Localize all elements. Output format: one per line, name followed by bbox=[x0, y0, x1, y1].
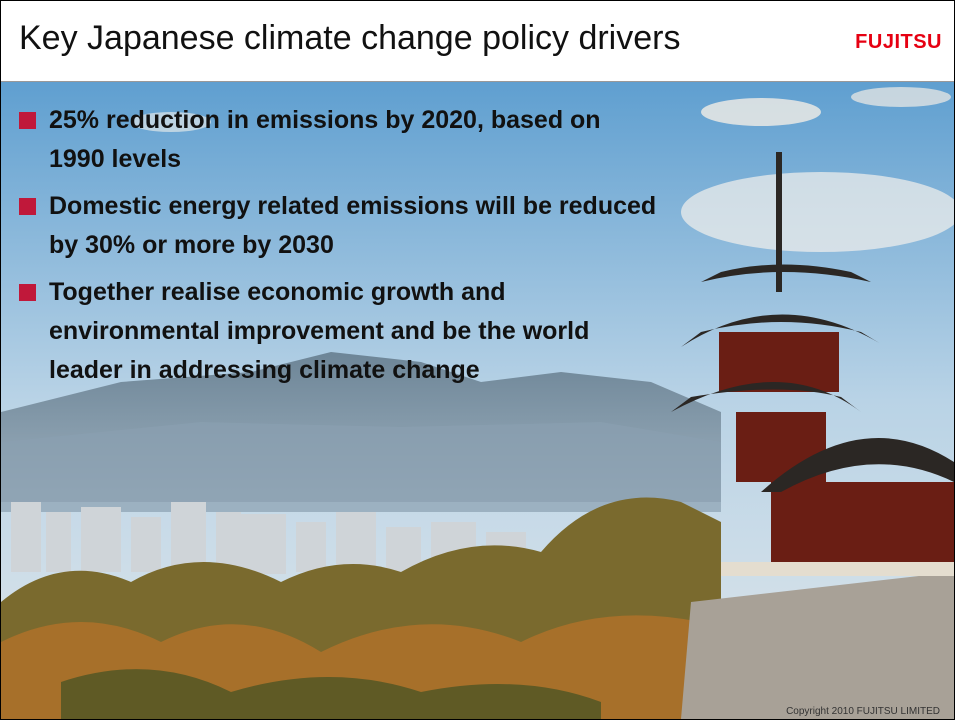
bullet-marker bbox=[19, 198, 36, 215]
title-bar: Key Japanese climate change policy drive… bbox=[1, 1, 954, 82]
bullet-list: 25% reduction in emissions by 2020, base… bbox=[19, 101, 659, 398]
copyright: Copyright 2010 FUJITSU LIMITED bbox=[786, 706, 940, 717]
bullet-marker bbox=[19, 284, 36, 301]
background-photo bbox=[1, 82, 954, 719]
bullet: 25% reduction in emissions by 2020, base… bbox=[19, 101, 659, 179]
slide-title: Key Japanese climate change policy drive… bbox=[19, 19, 681, 57]
bullet-text: Domestic energy related emissions will b… bbox=[49, 192, 657, 259]
bullet-text: 25% reduction in emissions by 2020, base… bbox=[49, 106, 601, 173]
bullet: Domestic energy related emissions will b… bbox=[19, 187, 659, 265]
bullet: Together realise economic growth and env… bbox=[19, 273, 659, 390]
logo: FUJITSU bbox=[855, 31, 942, 53]
bullet-marker bbox=[19, 112, 36, 129]
bullet-text: Together realise economic growth and env… bbox=[49, 278, 590, 384]
